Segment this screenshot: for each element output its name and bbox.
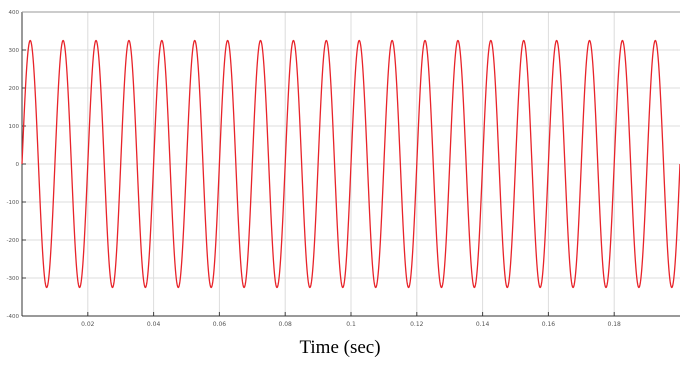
x-tick-label: 0.12 — [410, 321, 424, 328]
x-tick-label: 0.16 — [542, 321, 556, 328]
y-tick-label: 0 — [16, 162, 20, 168]
y-tick-label: -200 — [7, 238, 20, 244]
x-tick-label: 0.02 — [81, 321, 95, 328]
y-tick-label: -100 — [7, 200, 20, 206]
y-tick-label: 300 — [9, 48, 20, 54]
y-tick-label: -300 — [7, 276, 20, 282]
x-tick-label: 0.14 — [476, 321, 490, 328]
x-tick-label: 0.1 — [346, 321, 356, 328]
x-tick-label: 0.08 — [279, 321, 293, 328]
y-tick-label: 100 — [9, 124, 20, 130]
x-tick-label: 0.06 — [213, 321, 227, 328]
series-line — [21, 39, 680, 289]
sine-line-chart: 0.02 0.04 0.06 0.08 0.1 0.12 0.14 0.16 0.18 400 30… — [7, 10, 680, 328]
y-tick-label: -400 — [7, 314, 20, 320]
x-tick-label: 0.18 — [608, 321, 622, 328]
x-axis-label: Time (sec) — [299, 337, 381, 358]
y-tick-label: 400 — [9, 10, 20, 16]
y-tick-label: 200 — [9, 86, 20, 92]
x-tick-label: 0.04 — [147, 321, 161, 328]
